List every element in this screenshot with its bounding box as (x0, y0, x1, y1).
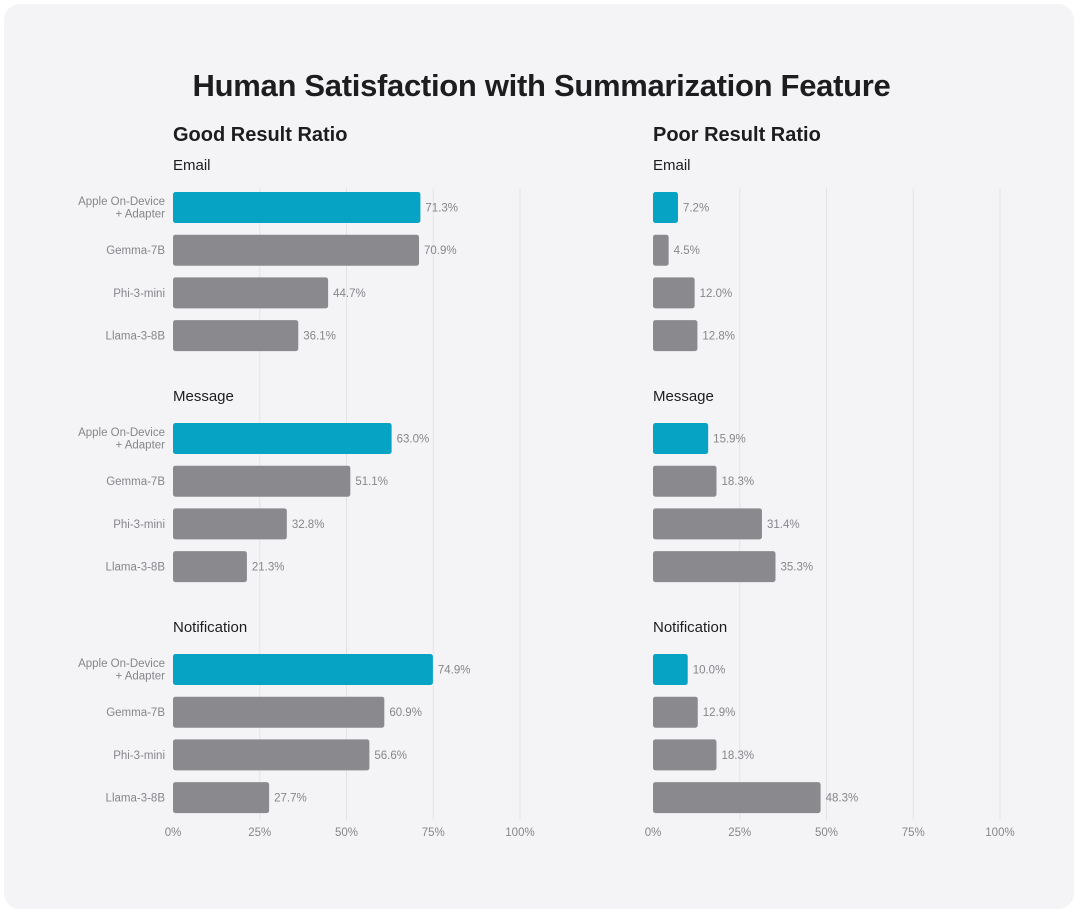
group-title-good-result-ratio-email: Email (173, 157, 211, 174)
value-label-good-result-ratio-email-apple-on-device-adapter: 71.3% (425, 203, 458, 215)
bar-good-result-ratio-notification-llama-3-8b (173, 782, 270, 814)
category-label-notification-apple-on-device-adapter: Apple On-Device + Adapter (78, 658, 165, 683)
bar-good-result-ratio-message-phi-3-mini (173, 508, 287, 540)
value-label-good-result-ratio-email-gemma-7b: 70.9% (424, 245, 457, 257)
category-label-notification-phi-3-mini: Phi-3-mini (113, 750, 165, 762)
value-label-poor-result-ratio-notification-gemma-7b: 12.9% (703, 707, 736, 719)
tick-label-poor-result-ratio-75: 75% (902, 827, 925, 839)
value-label-poor-result-ratio-message-phi-3-mini: 31.4% (767, 519, 800, 531)
value-label-good-result-ratio-notification-gemma-7b: 60.9% (389, 707, 422, 719)
value-label-poor-result-ratio-message-apple-on-device-adapter: 15.9% (713, 434, 746, 446)
bar-poor-result-ratio-notification-gemma-7b (653, 696, 698, 728)
bar-poor-result-ratio-message-gemma-7b (653, 465, 717, 497)
tick-label-good-result-ratio-75: 75% (422, 827, 445, 839)
category-label-notification-llama-3-8b: Llama-3-8B (106, 793, 166, 805)
group-title-poor-result-ratio-notification: Notification (653, 619, 727, 636)
category-label-message-llama-3-8b: Llama-3-8B (106, 562, 166, 574)
value-label-poor-result-ratio-email-llama-3-8b: 12.8% (702, 331, 735, 343)
bar-poor-result-ratio-message-llama-3-8b (653, 551, 776, 583)
tick-label-good-result-ratio-50: 50% (335, 827, 358, 839)
category-label-email-llama-3-8b: Llama-3-8B (106, 331, 166, 343)
value-label-good-result-ratio-notification-apple-on-device-adapter: 74.9% (438, 665, 471, 677)
value-label-poor-result-ratio-notification-apple-on-device-adapter: 10.0% (693, 665, 726, 677)
bar-poor-result-ratio-notification-phi-3-mini (653, 739, 717, 771)
category-label-notification-gemma-7b: Gemma-7B (106, 707, 165, 719)
bar-poor-result-ratio-message-apple-on-device-adapter (653, 423, 709, 454)
bar-good-result-ratio-notification-gemma-7b (173, 696, 385, 728)
tick-label-poor-result-ratio-25: 25% (728, 827, 751, 839)
category-label-email-apple-on-device-adapter: Apple On-Device + Adapter (78, 196, 165, 221)
category-label-email-gemma-7b: Gemma-7B (106, 245, 165, 257)
bar-good-result-ratio-email-gemma-7b (173, 234, 420, 266)
panel-title-poor-result-ratio: Poor Result Ratio (653, 124, 821, 146)
tick-label-poor-result-ratio-50: 50% (815, 827, 838, 839)
bar-poor-result-ratio-notification-apple-on-device-adapter (653, 654, 688, 685)
group-title-good-result-ratio-notification: Notification (173, 619, 247, 636)
value-label-poor-result-ratio-email-apple-on-device-adapter: 7.2% (683, 203, 709, 215)
bar-good-result-ratio-email-phi-3-mini (173, 277, 329, 309)
value-label-poor-result-ratio-email-phi-3-mini: 12.0% (700, 288, 733, 300)
tick-label-good-result-ratio-0: 0% (165, 827, 182, 839)
tick-label-poor-result-ratio-0: 0% (645, 827, 662, 839)
value-label-good-result-ratio-email-phi-3-mini: 44.7% (333, 288, 366, 300)
value-label-good-result-ratio-message-phi-3-mini: 32.8% (292, 519, 325, 531)
bar-poor-result-ratio-message-phi-3-mini (653, 508, 762, 540)
bar-poor-result-ratio-email-gemma-7b (653, 234, 669, 266)
value-label-good-result-ratio-message-apple-on-device-adapter: 63.0% (397, 434, 430, 446)
bar-poor-result-ratio-notification-llama-3-8b (653, 782, 821, 814)
bar-good-result-ratio-message-llama-3-8b (173, 551, 247, 583)
bar-good-result-ratio-email-llama-3-8b (173, 320, 299, 352)
category-label-email-phi-3-mini: Phi-3-mini (113, 288, 165, 300)
tick-label-good-result-ratio-100: 100% (505, 827, 534, 839)
value-label-poor-result-ratio-message-gemma-7b: 18.3% (722, 476, 755, 488)
bar-good-result-ratio-notification-apple-on-device-adapter (173, 654, 433, 685)
bar-good-result-ratio-email-apple-on-device-adapter (173, 192, 421, 223)
group-title-poor-result-ratio-email: Email (653, 157, 691, 174)
bar-poor-result-ratio-email-llama-3-8b (653, 320, 698, 352)
tick-label-poor-result-ratio-100: 100% (985, 827, 1014, 839)
category-label-message-gemma-7b: Gemma-7B (106, 476, 165, 488)
value-label-good-result-ratio-notification-llama-3-8b: 27.7% (274, 793, 307, 805)
tick-label-good-result-ratio-25: 25% (248, 827, 271, 839)
panel-title-good-result-ratio: Good Result Ratio (173, 124, 347, 146)
value-label-poor-result-ratio-notification-phi-3-mini: 18.3% (722, 750, 755, 762)
category-label-message-apple-on-device-adapter: Apple On-Device + Adapter (78, 427, 165, 452)
bar-good-result-ratio-message-gemma-7b (173, 465, 351, 497)
value-label-poor-result-ratio-email-gemma-7b: 4.5% (674, 245, 700, 257)
group-title-good-result-ratio-message: Message (173, 388, 234, 405)
category-label-message-phi-3-mini: Phi-3-mini (113, 519, 165, 531)
group-title-poor-result-ratio-message: Message (653, 388, 714, 405)
value-label-poor-result-ratio-notification-llama-3-8b: 48.3% (826, 793, 859, 805)
chart-title: Human Satisfaction with Summarization Fe… (192, 68, 891, 103)
value-label-good-result-ratio-notification-phi-3-mini: 56.6% (374, 750, 407, 762)
value-label-poor-result-ratio-message-llama-3-8b: 35.3% (780, 562, 813, 574)
value-label-good-result-ratio-message-gemma-7b: 51.1% (355, 476, 388, 488)
bar-poor-result-ratio-email-phi-3-mini (653, 277, 695, 309)
bar-good-result-ratio-message-apple-on-device-adapter (173, 423, 392, 454)
bar-good-result-ratio-notification-phi-3-mini (173, 739, 370, 771)
value-label-good-result-ratio-email-llama-3-8b: 36.1% (303, 331, 336, 343)
value-label-good-result-ratio-message-llama-3-8b: 21.3% (252, 562, 285, 574)
bar-poor-result-ratio-email-apple-on-device-adapter (653, 192, 678, 223)
